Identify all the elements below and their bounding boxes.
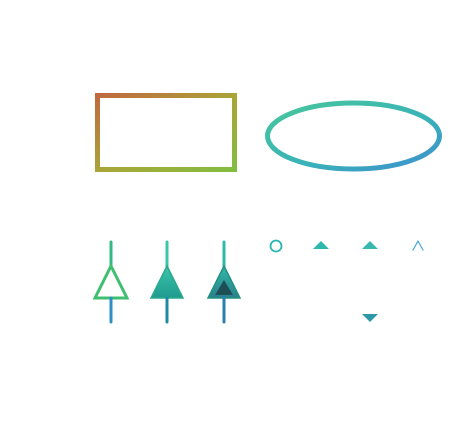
arrow-up-icon [313,241,329,249]
double-arrow-down-icon [362,314,378,322]
solid-triangle-icon [149,264,185,299]
connector-arrow-top[interactable] [313,241,329,324]
rectangle-shape[interactable] [95,93,237,172]
connector-nested-triangle[interactable] [206,240,242,324]
connector-solid-triangle[interactable] [149,240,185,324]
connector-circle-top[interactable] [269,239,283,324]
hollow-triangle-icon [92,262,130,300]
connector-thin-arrow[interactable] [412,240,424,323]
inner-triangle-icon [215,280,233,295]
connector-double-arrow[interactable] [362,241,378,322]
double-arrow-up-icon [362,241,378,249]
connector-hollow-triangle[interactable] [92,240,130,324]
ellipse-shape[interactable] [265,100,442,172]
thin-arrow-up-icon [412,240,424,251]
circle-icon [269,239,283,253]
